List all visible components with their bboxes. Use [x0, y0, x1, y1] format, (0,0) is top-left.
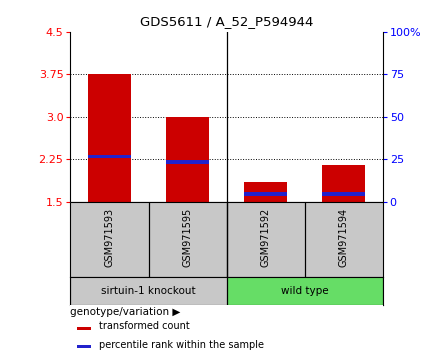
Text: GSM971593: GSM971593 [104, 207, 114, 267]
Title: GDS5611 / A_52_P594944: GDS5611 / A_52_P594944 [140, 15, 313, 28]
Bar [70, 277, 227, 305]
Bar [322, 193, 365, 196]
Text: genotype/variation ▶: genotype/variation ▶ [70, 308, 181, 318]
FancyBboxPatch shape [77, 345, 91, 348]
Bar [70, 201, 149, 277]
Bar [244, 182, 287, 201]
Bar [166, 160, 209, 164]
Bar [244, 193, 287, 196]
Bar [166, 117, 209, 201]
Bar [149, 201, 227, 277]
Text: GSM971594: GSM971594 [339, 207, 349, 267]
Bar [88, 155, 131, 158]
Bar [227, 201, 305, 277]
FancyBboxPatch shape [77, 327, 91, 330]
Bar [305, 201, 383, 277]
Bar [88, 74, 131, 201]
Bar [322, 165, 365, 201]
Bar [227, 277, 383, 305]
Text: GSM971595: GSM971595 [183, 207, 193, 267]
Text: wild type: wild type [281, 286, 329, 296]
Text: sirtuin-1 knockout: sirtuin-1 knockout [101, 286, 196, 296]
Text: GSM971592: GSM971592 [260, 207, 271, 267]
Text: percentile rank within the sample: percentile rank within the sample [99, 339, 264, 350]
Text: transformed count: transformed count [99, 321, 189, 331]
